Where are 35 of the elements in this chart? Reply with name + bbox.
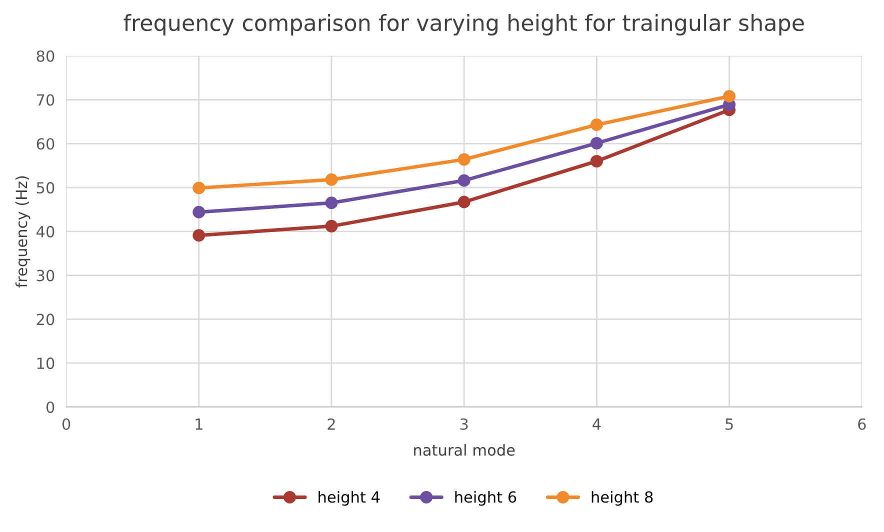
point xyxy=(325,220,338,232)
y-tick-label: 50 xyxy=(36,182,54,194)
x-tick-label: 2 xyxy=(328,418,335,430)
y-tick-label: 80 xyxy=(36,50,54,62)
legend-label: height 4 xyxy=(318,490,380,506)
chart-title: frequency comparison for varying height for traingular shape xyxy=(124,14,804,36)
x-tick-label: 4 xyxy=(592,418,601,430)
point xyxy=(192,229,206,242)
x-tick-label: 5 xyxy=(726,418,733,430)
y-tick-label: 60 xyxy=(36,138,54,150)
x-tick-label: 3 xyxy=(460,418,468,430)
y-tick-label: 10 xyxy=(37,358,54,370)
point xyxy=(590,136,603,150)
y-tick-label: 20 xyxy=(36,314,54,326)
point xyxy=(192,206,206,218)
y-tick-label: 70 xyxy=(37,94,54,106)
point xyxy=(458,196,470,208)
x-tick-label: 0 xyxy=(62,418,70,430)
point xyxy=(458,174,470,187)
legend-label: height 6 xyxy=(455,490,516,506)
y-tick-label: 0 xyxy=(46,401,54,413)
point xyxy=(458,153,470,166)
point xyxy=(723,90,736,102)
legend-label: height 8 xyxy=(592,490,653,506)
point xyxy=(325,173,338,186)
x-tick-label: 6 xyxy=(858,418,866,430)
y-axis-title: frequency (Hz) xyxy=(15,176,30,288)
y-tick-label: 30 xyxy=(36,270,54,282)
point xyxy=(192,182,206,194)
point xyxy=(590,154,603,168)
point xyxy=(590,118,603,132)
x-axis-title: natural mode xyxy=(414,444,515,456)
x-tick-label: 1 xyxy=(196,418,202,430)
point xyxy=(325,196,338,210)
y-tick-label: 40 xyxy=(36,226,54,238)
